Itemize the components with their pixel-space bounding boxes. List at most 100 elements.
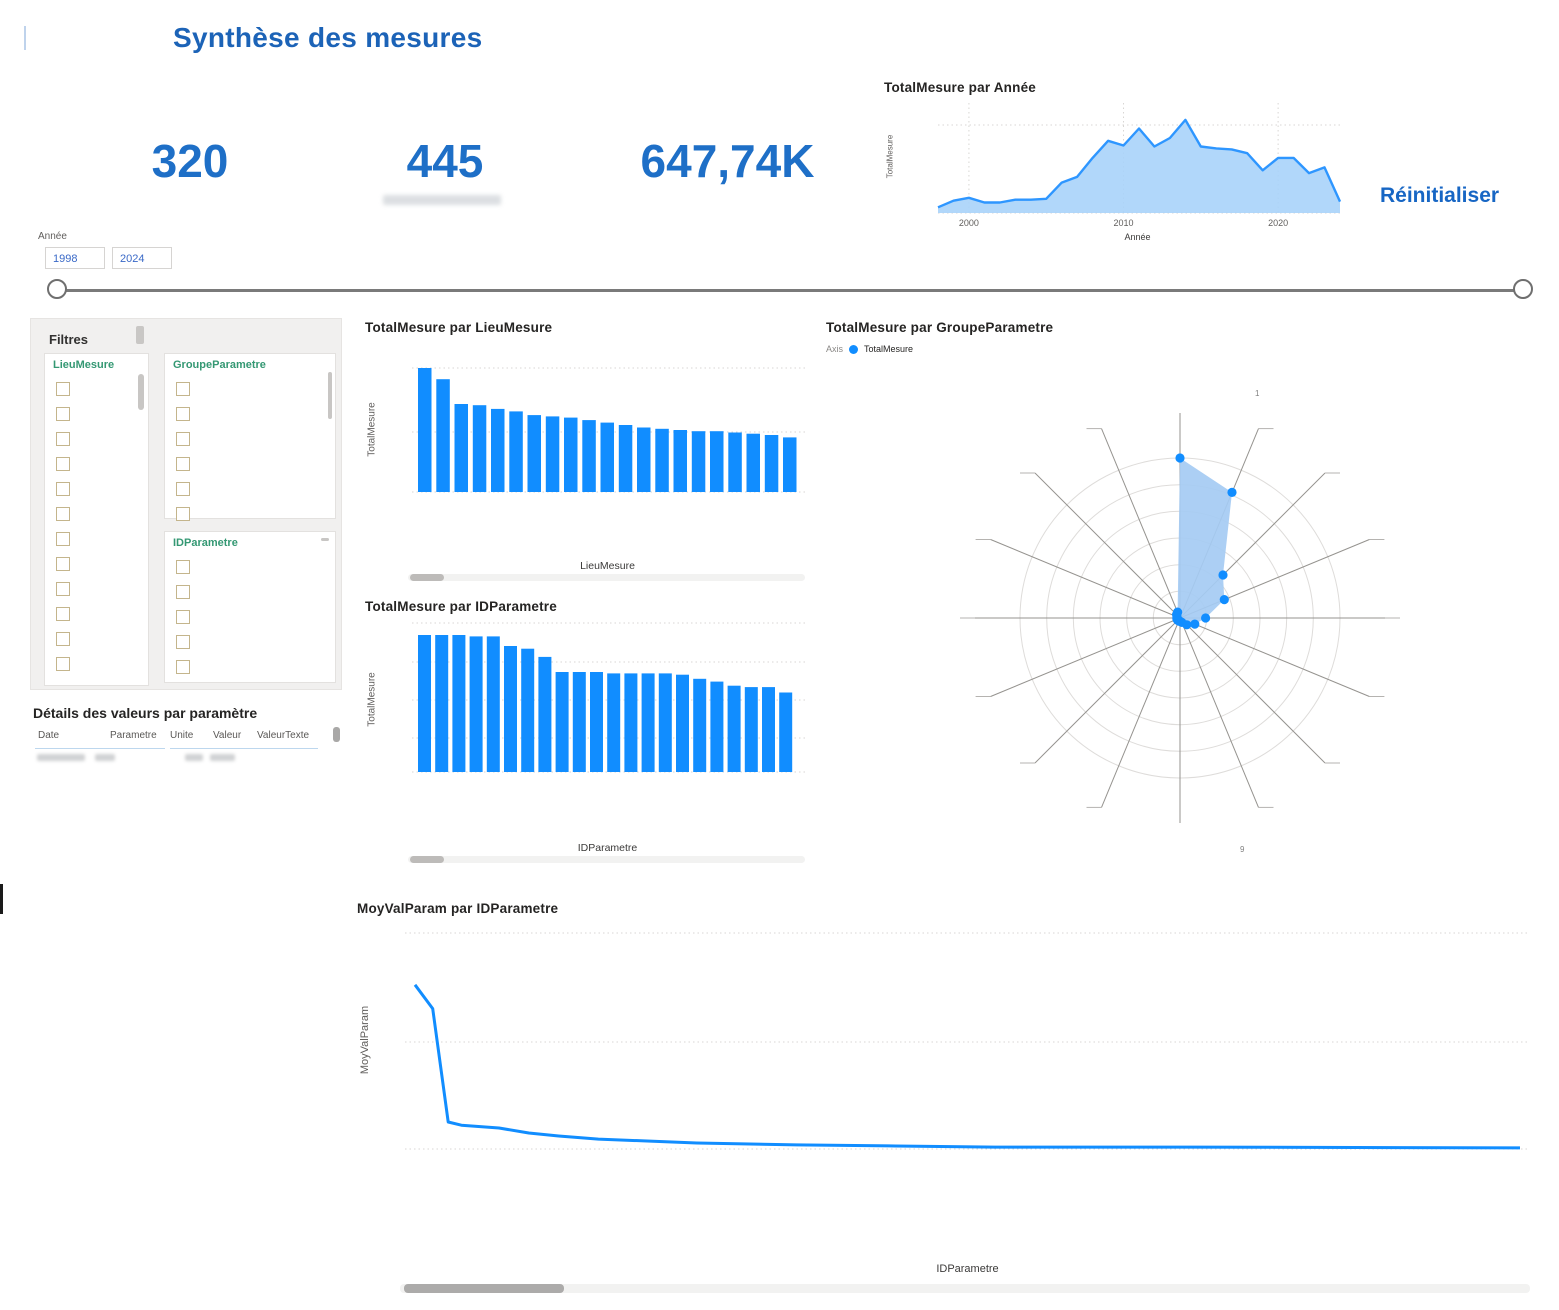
bar[interactable]	[693, 678, 707, 772]
radar-point[interactable]	[1201, 613, 1211, 623]
bar[interactable]	[658, 673, 672, 772]
filter-checkbox[interactable]	[56, 557, 70, 571]
filter-checkbox[interactable]	[56, 507, 70, 521]
radar-point[interactable]	[1173, 607, 1183, 617]
lieu-chart-scrollbar-thumb[interactable]	[410, 574, 444, 581]
bar[interactable]	[436, 379, 450, 492]
lieu-chart-scrollbar-track[interactable]	[408, 574, 805, 581]
column-header-unite[interactable]: Unite	[170, 730, 194, 741]
filter-checkbox[interactable]	[176, 482, 190, 496]
bar[interactable]	[779, 692, 793, 773]
column-header-valeurtexte[interactable]: ValeurTexte	[257, 730, 310, 741]
area-series[interactable]	[938, 119, 1340, 213]
idparam-bar-chart-xlabel: IDParametre	[577, 842, 638, 854]
bar[interactable]	[555, 672, 569, 772]
bar[interactable]	[486, 636, 500, 772]
line-series[interactable]	[413, 983, 1521, 1150]
bar[interactable]	[641, 673, 655, 772]
year-min-input[interactable]: 1998	[45, 247, 105, 269]
filter-checkbox[interactable]	[176, 382, 190, 396]
bar[interactable]	[527, 415, 542, 492]
filter-checkbox[interactable]	[176, 635, 190, 649]
filter-checkbox[interactable]	[56, 532, 70, 546]
bar[interactable]	[582, 420, 596, 492]
filter-checkbox[interactable]	[56, 607, 70, 621]
bar[interactable]	[727, 685, 741, 772]
filter-checkbox[interactable]	[56, 657, 70, 671]
bar[interactable]	[472, 405, 487, 492]
idparam-chart-scrollbar-thumb[interactable]	[410, 856, 444, 863]
year-slider-handle-left[interactable]	[47, 279, 67, 299]
filter-checkbox[interactable]	[176, 660, 190, 674]
filter-checkbox[interactable]	[176, 610, 190, 624]
filter-checkbox[interactable]	[176, 585, 190, 599]
bar[interactable]	[452, 635, 466, 772]
bar[interactable]	[655, 428, 669, 492]
bar[interactable]	[572, 672, 586, 772]
idparam-chart-scrollbar-track[interactable]	[408, 856, 805, 863]
bar[interactable]	[618, 425, 633, 492]
radar-point[interactable]	[1218, 570, 1228, 580]
bar[interactable]	[454, 404, 469, 492]
bar[interactable]	[624, 673, 638, 772]
year-max-input[interactable]: 2024	[112, 247, 172, 269]
bar[interactable]	[607, 673, 621, 772]
bar[interactable]	[673, 430, 688, 492]
filters-panel-scrollbar[interactable]	[136, 326, 144, 344]
column-header-date[interactable]: Date	[38, 730, 60, 741]
bar[interactable]	[469, 636, 483, 772]
bar[interactable]	[590, 672, 603, 772]
bar[interactable]	[710, 431, 724, 492]
radar-point[interactable]	[1227, 487, 1237, 497]
bar[interactable]	[710, 681, 724, 772]
bar[interactable]	[764, 435, 779, 492]
bar[interactable]	[435, 635, 449, 772]
filter-checkbox[interactable]	[176, 432, 190, 446]
bar[interactable]	[600, 422, 615, 492]
radar-area[interactable]	[1176, 458, 1232, 625]
bar[interactable]	[783, 437, 797, 492]
filter-checkbox[interactable]	[56, 457, 70, 471]
bar[interactable]	[545, 416, 560, 492]
filter-list-scrollbar[interactable]	[321, 538, 329, 541]
filter-checkbox[interactable]	[56, 482, 70, 496]
bar[interactable]	[418, 635, 431, 772]
filter-checkbox[interactable]	[176, 560, 190, 574]
year-slider-handle-right[interactable]	[1513, 279, 1533, 299]
filter-checkbox[interactable]	[56, 432, 70, 446]
bar[interactable]	[418, 368, 432, 492]
bar[interactable]	[691, 431, 706, 492]
bar[interactable]	[676, 674, 689, 772]
column-header-valeur[interactable]: Valeur	[213, 730, 242, 741]
bar[interactable]	[744, 687, 758, 772]
radar-point[interactable]	[1190, 619, 1200, 629]
filter-checkbox[interactable]	[176, 407, 190, 421]
bar[interactable]	[746, 433, 761, 492]
radar-point[interactable]	[1175, 453, 1185, 463]
legend-series-label[interactable]: TotalMesure	[864, 344, 914, 354]
filter-checkbox[interactable]	[176, 507, 190, 521]
bar[interactable]	[728, 432, 742, 493]
filter-checkbox[interactable]	[56, 582, 70, 596]
line-chart-scrollbar-thumb[interactable]	[404, 1284, 564, 1293]
reset-button[interactable]: Réinitialiser	[1374, 183, 1505, 209]
filter-list-scrollbar[interactable]	[328, 372, 332, 419]
filter-checkbox[interactable]	[176, 457, 190, 471]
filter-checkbox[interactable]	[56, 632, 70, 646]
details-table-scrollbar[interactable]	[333, 727, 340, 742]
filter-checkbox[interactable]	[56, 382, 70, 396]
bar[interactable]	[491, 408, 505, 492]
bar[interactable]	[521, 648, 535, 772]
bar[interactable]	[538, 656, 552, 772]
bar[interactable]	[509, 411, 523, 492]
column-header-parametre[interactable]: Parametre	[110, 730, 157, 741]
year-slider-track[interactable]	[57, 289, 1523, 292]
radar-point[interactable]	[1219, 595, 1229, 605]
filter-checkbox[interactable]	[56, 407, 70, 421]
bar[interactable]	[504, 646, 517, 772]
bar[interactable]	[564, 417, 578, 492]
bar[interactable]	[762, 687, 775, 772]
filter-list-scrollbar[interactable]	[138, 374, 144, 410]
bar[interactable]	[637, 427, 651, 493]
line-chart-scrollbar-track[interactable]	[400, 1284, 1530, 1293]
